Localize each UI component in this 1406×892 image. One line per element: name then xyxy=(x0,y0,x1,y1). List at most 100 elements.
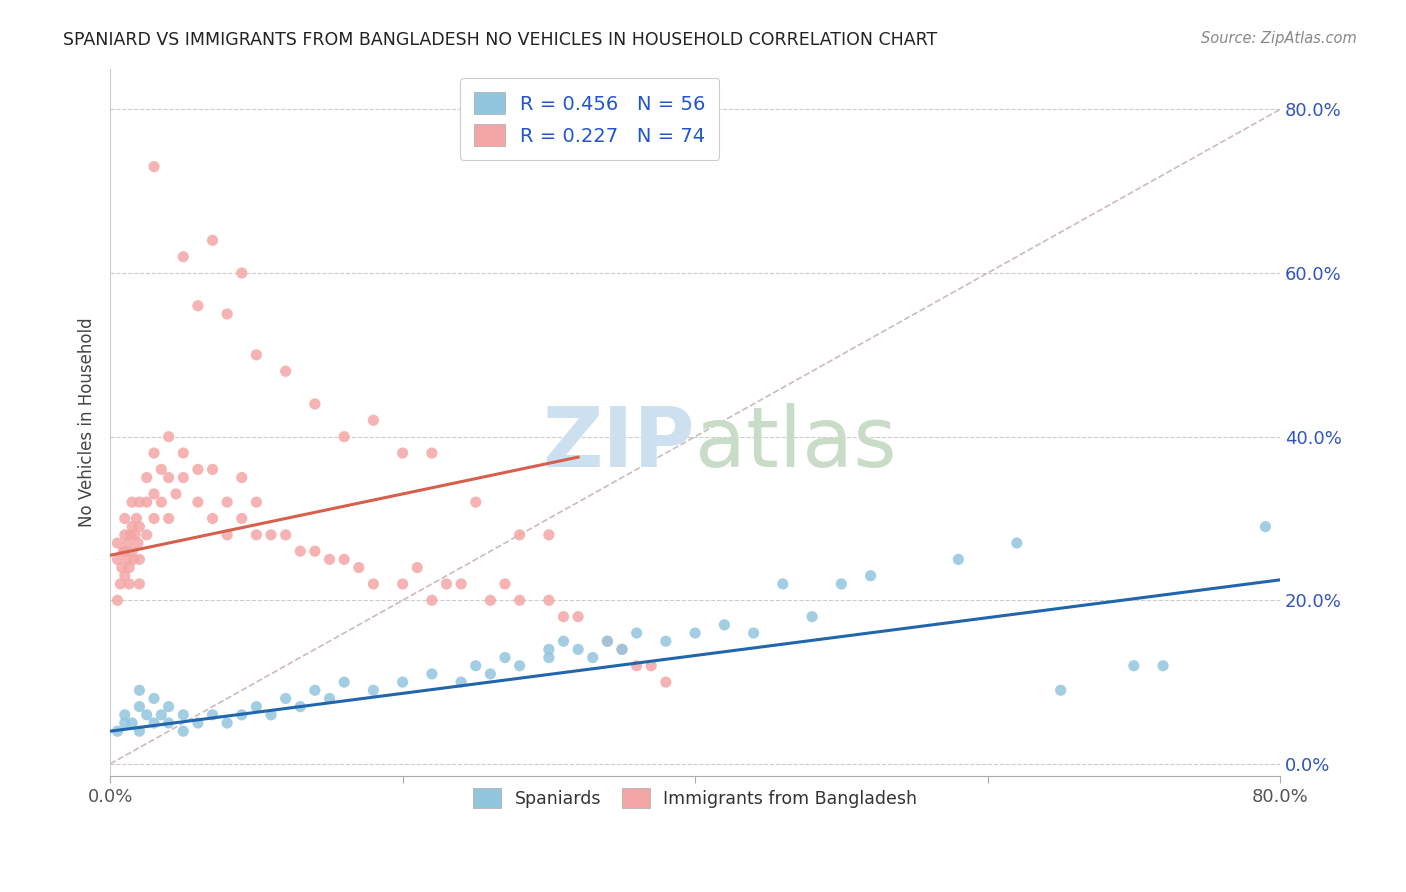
Point xyxy=(143,487,166,501)
Point xyxy=(420,446,443,460)
Point xyxy=(567,642,589,657)
Point xyxy=(187,495,209,509)
Point xyxy=(125,511,148,525)
Point xyxy=(553,609,575,624)
Point xyxy=(201,462,224,476)
Point xyxy=(128,683,150,698)
Point xyxy=(509,658,531,673)
Point xyxy=(217,307,239,321)
Point xyxy=(537,528,560,542)
Point xyxy=(494,577,516,591)
Point xyxy=(260,528,283,542)
Point xyxy=(420,667,443,681)
Point xyxy=(582,650,605,665)
Point xyxy=(830,577,852,591)
Point xyxy=(655,675,678,690)
Point xyxy=(596,634,619,648)
Point xyxy=(567,609,589,624)
Point xyxy=(245,699,267,714)
Point xyxy=(1254,519,1277,533)
Point xyxy=(1122,658,1144,673)
Point xyxy=(127,536,149,550)
Point xyxy=(114,568,136,582)
Point xyxy=(157,716,180,731)
Point xyxy=(124,528,146,542)
Point xyxy=(157,430,180,444)
Point xyxy=(231,266,253,280)
Point xyxy=(1005,536,1028,550)
Point xyxy=(107,593,129,607)
Y-axis label: No Vehicles in Household: No Vehicles in Household xyxy=(79,318,96,527)
Point xyxy=(143,716,166,731)
Point xyxy=(114,544,136,558)
Point xyxy=(450,577,472,591)
Point xyxy=(479,593,502,607)
Point xyxy=(742,626,765,640)
Point xyxy=(135,495,157,509)
Point xyxy=(1049,683,1071,698)
Point xyxy=(713,617,735,632)
Point xyxy=(260,707,283,722)
Point xyxy=(143,511,166,525)
Point xyxy=(406,560,429,574)
Point xyxy=(683,626,706,640)
Point xyxy=(464,658,486,673)
Point xyxy=(318,552,340,566)
Point xyxy=(143,691,166,706)
Point xyxy=(640,658,662,673)
Point xyxy=(114,716,136,731)
Point xyxy=(128,519,150,533)
Point xyxy=(143,446,166,460)
Point xyxy=(333,430,356,444)
Point xyxy=(150,495,173,509)
Point xyxy=(391,675,413,690)
Point xyxy=(231,707,253,722)
Point xyxy=(494,650,516,665)
Point xyxy=(150,462,173,476)
Point xyxy=(245,495,267,509)
Point xyxy=(135,528,157,542)
Point xyxy=(217,495,239,509)
Point xyxy=(157,511,180,525)
Point xyxy=(217,716,239,731)
Text: ZIP: ZIP xyxy=(543,403,695,484)
Point xyxy=(245,348,267,362)
Point xyxy=(111,560,134,574)
Point xyxy=(464,495,486,509)
Point xyxy=(537,642,560,657)
Point xyxy=(333,552,356,566)
Point xyxy=(114,528,136,542)
Text: Source: ZipAtlas.com: Source: ZipAtlas.com xyxy=(1201,31,1357,46)
Point xyxy=(187,299,209,313)
Legend: Spaniards, Immigrants from Bangladesh: Spaniards, Immigrants from Bangladesh xyxy=(461,776,929,821)
Point xyxy=(121,495,143,509)
Point xyxy=(363,683,385,698)
Point xyxy=(107,552,129,566)
Text: atlas: atlas xyxy=(695,403,897,484)
Point xyxy=(117,536,139,550)
Point xyxy=(391,446,413,460)
Point xyxy=(150,707,173,722)
Point xyxy=(201,233,224,247)
Text: SPANIARD VS IMMIGRANTS FROM BANGLADESH NO VEHICLES IN HOUSEHOLD CORRELATION CHAR: SPANIARD VS IMMIGRANTS FROM BANGLADESH N… xyxy=(63,31,938,49)
Point xyxy=(596,634,619,648)
Point xyxy=(290,699,312,714)
Point xyxy=(172,250,194,264)
Point xyxy=(121,544,143,558)
Point xyxy=(859,568,882,582)
Point xyxy=(610,642,633,657)
Point xyxy=(304,544,326,558)
Point xyxy=(347,560,370,574)
Point xyxy=(553,634,575,648)
Point xyxy=(114,511,136,525)
Point xyxy=(231,470,253,484)
Point xyxy=(172,724,194,739)
Point xyxy=(114,707,136,722)
Point xyxy=(172,707,194,722)
Point xyxy=(655,634,678,648)
Point xyxy=(118,577,141,591)
Point xyxy=(1152,658,1174,673)
Point xyxy=(479,667,502,681)
Point xyxy=(128,552,150,566)
Point xyxy=(128,577,150,591)
